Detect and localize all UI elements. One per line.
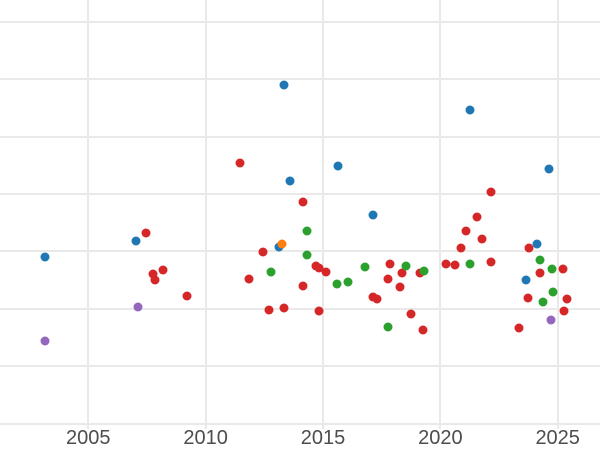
data-point-red xyxy=(397,268,407,278)
data-point-purple xyxy=(133,302,143,312)
data-point-green xyxy=(401,261,411,271)
data-point-green xyxy=(383,322,393,332)
data-point-red xyxy=(559,306,569,316)
data-point-red xyxy=(314,263,324,273)
data-point-red xyxy=(141,228,151,238)
data-point-red xyxy=(523,293,533,303)
data-point-green xyxy=(360,262,370,272)
gridline-vertical xyxy=(322,0,324,429)
data-point-red xyxy=(472,212,482,222)
data-point-green xyxy=(535,255,545,265)
data-point-red xyxy=(524,243,534,253)
gridline-horizontal xyxy=(0,78,600,81)
gridline-vertical xyxy=(87,0,90,429)
data-point-red xyxy=(383,274,393,284)
gridline-horizontal xyxy=(0,422,600,425)
data-point-red xyxy=(279,303,289,313)
x-tick-label: 2015 xyxy=(300,427,346,449)
data-point-red xyxy=(562,294,572,304)
data-point-red xyxy=(321,267,331,277)
data-point-red xyxy=(558,264,568,274)
data-point-blue xyxy=(521,275,531,285)
data-point-red xyxy=(450,260,460,270)
data-point-blue xyxy=(285,176,295,186)
data-point-red xyxy=(456,243,466,253)
data-point-red xyxy=(535,268,545,278)
x-tick-label: 2010 xyxy=(183,427,228,449)
data-point-red xyxy=(264,305,274,315)
data-point-red xyxy=(298,197,308,207)
data-point-purple xyxy=(40,336,50,346)
gridline-vertical xyxy=(556,0,559,429)
data-point-red xyxy=(514,323,524,333)
data-point-green xyxy=(302,226,312,236)
data-point-green xyxy=(419,266,429,276)
data-point-red xyxy=(258,247,268,257)
gridline-horizontal xyxy=(0,193,600,196)
x-tick-label: 2020 xyxy=(418,427,463,449)
data-point-red xyxy=(441,259,451,269)
data-point-red xyxy=(372,294,382,304)
data-point-blue xyxy=(368,210,378,220)
gridline-vertical xyxy=(204,0,207,429)
data-point-red xyxy=(395,282,405,292)
x-tick-label: 2025 xyxy=(535,427,580,449)
data-point-green xyxy=(266,267,276,277)
data-point-red xyxy=(461,226,471,235)
data-point-green xyxy=(332,279,342,289)
gridline-horizontal xyxy=(0,135,600,138)
data-point-blue xyxy=(333,161,343,171)
data-point-blue xyxy=(279,80,289,90)
data-point-red xyxy=(486,257,496,267)
data-point-red xyxy=(148,269,158,279)
data-point-blue xyxy=(40,252,50,262)
data-point-green xyxy=(548,287,558,297)
data-point-orange xyxy=(277,239,287,249)
gridline-horizontal xyxy=(0,250,600,253)
gridline-horizontal xyxy=(0,21,600,23)
data-point-green xyxy=(547,264,557,274)
data-point-green xyxy=(465,259,475,269)
gridline-vertical xyxy=(439,0,442,429)
data-point-blue xyxy=(465,105,475,115)
gridline-horizontal xyxy=(0,307,600,310)
data-point-purple xyxy=(546,315,556,325)
gridline-horizontal xyxy=(0,365,600,368)
data-point-blue xyxy=(131,236,141,246)
data-point-red xyxy=(406,309,416,319)
data-point-green xyxy=(538,297,548,307)
data-point-red xyxy=(150,275,160,285)
data-point-red xyxy=(477,234,487,244)
data-point-red xyxy=(418,325,428,335)
data-point-red xyxy=(385,259,395,269)
data-point-red xyxy=(182,291,192,301)
data-point-red xyxy=(314,306,324,316)
data-point-red xyxy=(298,281,308,291)
x-tick-label: 2005 xyxy=(66,427,111,449)
data-point-red xyxy=(486,187,496,197)
data-point-blue xyxy=(544,164,554,174)
data-point-blue xyxy=(532,239,542,249)
data-point-green xyxy=(343,277,353,287)
data-point-red xyxy=(235,158,245,168)
data-point-green xyxy=(302,250,312,260)
data-point-red xyxy=(158,265,168,275)
data-point-red xyxy=(244,274,254,284)
